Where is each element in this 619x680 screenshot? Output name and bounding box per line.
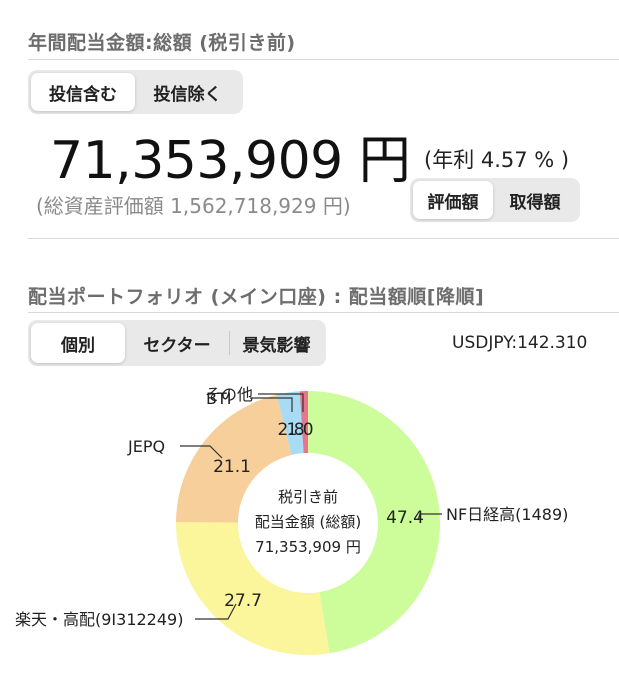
tab-include-funds[interactable]: 投信含む [31,73,135,111]
slice-value-label: 27.7 [224,591,262,611]
leader-line [258,393,304,412]
center-label-line1: 税引き前 [278,488,338,506]
slice-value-label: 1.0 [286,420,313,440]
slice-category-label: その他 [205,385,253,404]
segment-separator [229,331,230,355]
center-label-line2: 配当金額 (総額) [255,513,361,531]
summary-section-title: 年間配当金額:総額 (税引き前) [28,32,296,54]
summary-bottom-divider [28,238,619,239]
leader-line [417,513,442,521]
portfolio-grouping-segmented-control: 個別 セクター 景気影響 [28,320,326,366]
donut-slice[interactable] [176,522,330,655]
donut-slice[interactable] [308,391,441,654]
portfolio-section-title: 配当ポートフォリオ (メイン口座) : 配当額順[降順] [28,286,485,308]
donut-hole [238,453,378,593]
leader-line [195,603,237,620]
tab-acquisition-cost[interactable]: 取得額 [509,192,561,213]
portfolio-title-divider [28,312,619,313]
tab-individual[interactable]: 個別 [31,323,125,363]
total-asset-valuation: (総資産評価額 1,562,718,929 円) [36,194,351,218]
fund-inclusion-segmented-control: 投信含む 投信除く [28,70,243,114]
donut-slice[interactable] [276,391,304,455]
slice-category-label: NF日経高(1489) [446,505,568,524]
donut-slice[interactable] [299,391,308,454]
slice-category-label: 楽天・高配(9I312249) [15,610,183,629]
slice-value-label: 47.4 [386,508,424,528]
leader-line [250,397,293,412]
valuation-basis-segmented-control: 評価額 取得額 [410,178,580,222]
usdjpy-rate: USDJPY:142.310 [452,333,588,353]
dividend-portfolio-donut-chart: 47.4 27.7 21.1 2.81.0 NF日経高(1489) 楽天・高配(9I312… [15,385,568,655]
summary-title-divider [28,59,619,60]
slice-category-label: JEPQ [127,437,165,456]
slice-category-label: BTI [206,389,231,408]
leader-line [180,445,223,459]
donut-slice[interactable] [176,394,292,523]
slice-value-label: 21.1 [213,457,251,477]
center-label-line3: 71,353,909 円 [255,538,361,556]
slice-value-label: 2.8 [277,420,304,440]
tab-economic-impact[interactable]: 景気影響 [242,335,311,356]
total-dividend-amount: 71,353,909 円 [50,131,411,191]
tab-market-value[interactable]: 評価額 [413,181,493,219]
tab-sector[interactable]: セクター [143,335,211,356]
annual-yield: (年利 4.57 % ) [424,148,570,172]
tab-exclude-funds[interactable]: 投信除く [153,84,222,105]
